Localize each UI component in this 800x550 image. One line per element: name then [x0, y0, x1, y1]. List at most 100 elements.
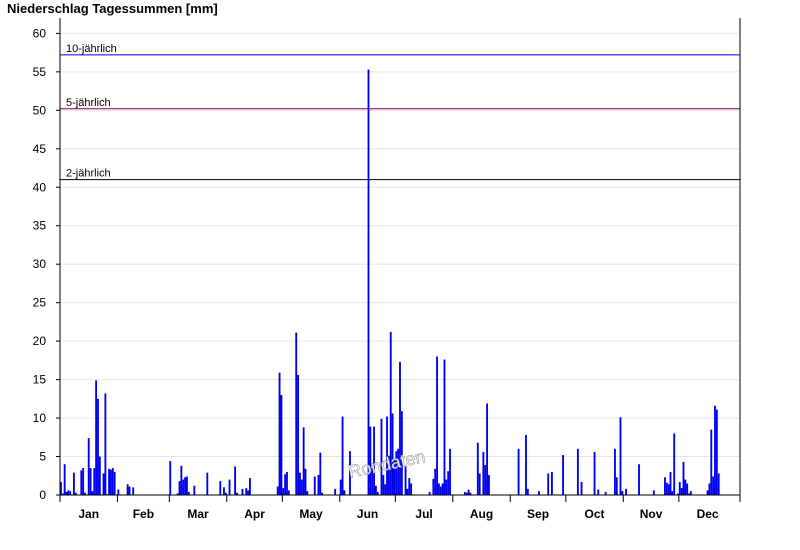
bar: [486, 403, 489, 495]
bar: [65, 491, 68, 495]
bar: [343, 490, 346, 495]
bar: [399, 361, 401, 495]
bar: [278, 372, 281, 495]
bar: [397, 448, 400, 495]
bar: [317, 475, 320, 495]
bar: [302, 427, 305, 495]
bar: [297, 374, 300, 495]
bar: [669, 471, 672, 495]
month-label: Mar: [187, 507, 209, 521]
bar: [87, 438, 90, 495]
bar: [447, 471, 450, 495]
bar: [443, 359, 446, 495]
bar: [228, 479, 231, 495]
bar: [406, 488, 409, 495]
bar: [441, 483, 444, 495]
y-tick-label: 45: [33, 142, 47, 156]
y-tick-label: 15: [33, 373, 47, 387]
bar: [673, 433, 676, 495]
bar: [387, 455, 390, 495]
bar: [625, 488, 627, 495]
bar: [689, 491, 692, 495]
bar: [580, 481, 583, 495]
bar: [395, 451, 398, 495]
axis-layer: 0 5 10 15 20 25 30 35 40 45 50 55 60 Jan Feb Mar Apr May J…: [33, 18, 741, 521]
chart-title: Niederschlag Tagessummen [mm]: [7, 1, 218, 16]
bar: [126, 484, 129, 495]
bar: [182, 479, 185, 495]
bar: [432, 478, 435, 495]
bar: [93, 468, 96, 495]
bar: [95, 380, 98, 495]
bar: [102, 473, 105, 495]
bar: [688, 493, 690, 495]
month-label: Oct: [585, 507, 605, 521]
bar: [488, 475, 490, 495]
bar: [110, 469, 112, 495]
reference-line-label: 2-jährlich: [66, 168, 111, 180]
bar: [667, 484, 670, 495]
bar: [80, 470, 83, 495]
bar: [547, 473, 550, 495]
bar: [284, 474, 287, 495]
month-label: Dec: [697, 507, 719, 521]
bar: [428, 491, 431, 495]
bar: [245, 488, 248, 495]
bar: [241, 488, 244, 495]
bar: [206, 472, 209, 495]
bar: [478, 473, 481, 495]
y-tick-label: 60: [33, 26, 47, 40]
bar: [282, 488, 285, 495]
bar: [91, 491, 94, 495]
bar: [334, 488, 337, 495]
bar: [223, 487, 225, 495]
bar: [678, 481, 681, 495]
bar: [60, 481, 62, 495]
bar: [686, 483, 689, 495]
bar: [111, 468, 114, 495]
bar: [384, 484, 387, 495]
bar: [295, 332, 298, 495]
bar: [469, 492, 472, 495]
bar: [374, 485, 377, 495]
bar: [434, 468, 437, 495]
bar: [376, 491, 379, 495]
y-tick-label: 35: [33, 219, 47, 233]
bar: [664, 477, 666, 495]
y-tick-label: 0: [39, 488, 46, 502]
bar: [621, 491, 624, 495]
bar: [169, 461, 172, 495]
bar: [349, 451, 351, 495]
month-label: Feb: [133, 507, 154, 521]
bar: [84, 492, 86, 495]
bar: [280, 394, 283, 495]
bar: [184, 477, 186, 495]
bar: [287, 490, 290, 495]
bar: [104, 393, 107, 495]
bar: [526, 488, 529, 495]
bar: [339, 479, 342, 495]
bar-layer: [60, 69, 720, 496]
bar: [74, 492, 77, 495]
bar: [72, 472, 75, 495]
bar: [677, 493, 679, 495]
bar: [367, 69, 370, 496]
bar: [408, 478, 411, 495]
y-tick-label: 30: [33, 257, 47, 271]
bar: [276, 486, 279, 495]
bar: [300, 479, 303, 495]
bar: [306, 491, 309, 495]
bar: [67, 490, 70, 495]
bar: [717, 473, 720, 495]
y-tick-label: 40: [33, 180, 47, 194]
bar: [708, 483, 711, 495]
bar: [178, 481, 181, 495]
bar: [63, 464, 66, 495]
bar: [98, 456, 101, 495]
bar: [614, 448, 616, 495]
bar: [619, 417, 622, 495]
bar: [712, 476, 715, 495]
bar: [132, 487, 135, 495]
bar: [393, 459, 396, 495]
bar: [304, 468, 307, 495]
